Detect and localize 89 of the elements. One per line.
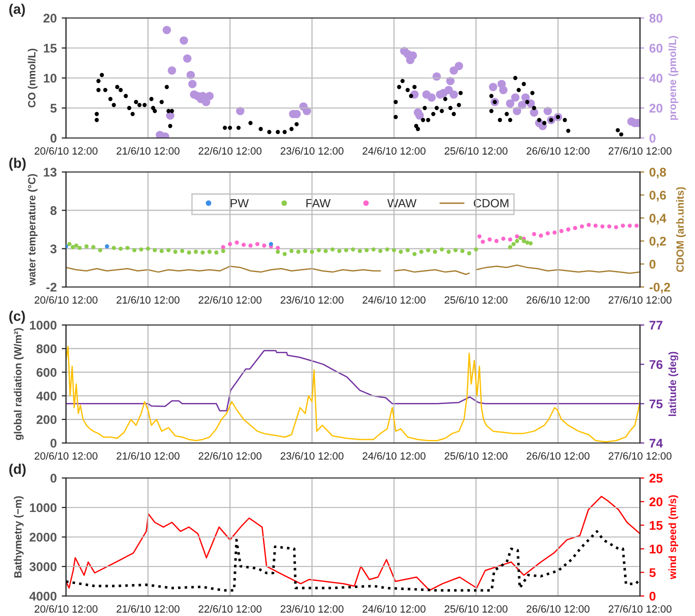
chart-title: (b)	[9, 158, 26, 171]
x-tick-label: 27/6/10 12:00	[608, 605, 672, 613]
y-tick-label: 1000	[30, 320, 56, 330]
x-tick-label: 26/6/10 12:00	[526, 296, 590, 304]
y2-axis-title: propene (pmol/L)	[668, 36, 678, 120]
y2-tick-label: 40	[649, 74, 662, 83]
x-tick-label: 22/6/10 12:00	[198, 296, 262, 304]
y-tick-label: 2000	[30, 532, 56, 542]
y-tick-label: 3	[50, 244, 57, 254]
x-tick-label: 24/6/10 12:00	[362, 147, 426, 155]
y-tick-label: 20	[44, 14, 56, 23]
x-tick-label: 24/6/10 12:00	[362, 605, 426, 613]
y-tick-label: 200	[36, 415, 56, 424]
y-axis-title: Bathymetry (−m)	[14, 496, 24, 578]
y2-tick-label: 77	[650, 320, 662, 330]
y2-tick-label: 0	[650, 134, 656, 143]
x-tick-label: 25/6/10 12:00	[444, 296, 508, 304]
y-tick-label: 400	[36, 392, 56, 400]
y-tick-label: 0	[50, 134, 56, 143]
y2-tick-label: 0	[650, 260, 656, 269]
y2-tick-label: 60	[649, 44, 662, 53]
x-tick-label: 24/6/10 12:00	[362, 452, 426, 460]
y-tick-label: 600	[36, 368, 56, 377]
y2-tick-label: 20	[649, 104, 662, 113]
y2-tick-label: 20	[649, 497, 662, 506]
y2-tick-label: 0,6	[650, 190, 666, 202]
x-tick-label: 27/6/10 12:00	[608, 296, 672, 304]
y-tick-label: 13	[44, 168, 57, 177]
x-tick-label: 24/6/10 12:00	[362, 296, 426, 304]
y2-tick-label: 0	[650, 592, 656, 601]
x-tick-label: 21/6/10 12:00	[116, 452, 180, 460]
chart-title: (a)	[9, 4, 25, 17]
y2-tick-label: 5	[649, 568, 656, 578]
y-axis-title: water temperature (°C)	[28, 174, 38, 286]
y-tick-label: 4000	[29, 592, 56, 601]
x-tick-label: 25/6/10 12:00	[444, 147, 508, 155]
y-axis-title: CO (nmol/L)	[28, 48, 38, 108]
x-tick-label: 23/6/10 12:00	[280, 147, 344, 155]
y-tick-label: 800	[36, 344, 56, 354]
legend-label: WAW	[387, 199, 416, 208]
y2-tick-label: 80	[649, 14, 662, 23]
x-tick-label: 21/6/10 12:00	[116, 605, 180, 613]
x-tick-label: 26/6/10 12:00	[526, 605, 590, 613]
x-tick-label: 23/6/10 12:00	[280, 452, 344, 460]
chart-title: (d)	[9, 464, 26, 477]
y2-tick-label: 0,8	[650, 168, 666, 178]
legend-label: PW	[230, 199, 249, 208]
x-tick-label: 27/6/10 12:00	[608, 452, 672, 460]
y-tick-label: 1000	[30, 503, 56, 512]
y-tick-label: 8	[50, 206, 57, 215]
x-tick-label: 21/6/10 12:00	[116, 296, 180, 304]
y2-axis-title: wind speed (m/s)	[668, 495, 678, 580]
x-tick-label: 20/6/10 12:00	[34, 296, 98, 304]
y-axis-title: global radiation (W/m²)	[14, 328, 24, 440]
x-tick-label: 26/6/10 12:00	[526, 147, 590, 155]
y-tick-label: 10	[44, 74, 56, 83]
y2-tick-label: 25	[649, 474, 663, 483]
x-tick-label: 22/6/10 12:00	[198, 452, 262, 460]
y-tick-label: 15	[44, 44, 57, 53]
y-tick-label: 0	[50, 474, 56, 483]
legend-label: FAW	[306, 199, 331, 208]
x-tick-label: 23/6/10 12:00	[280, 296, 344, 304]
y-tick-label: 5	[50, 104, 57, 113]
x-tick-label: 20/6/10 12:00	[34, 605, 98, 613]
legend-label: CDOM	[474, 199, 508, 208]
y2-tick-label: -0,2	[650, 282, 670, 294]
x-tick-label: 25/6/10 12:00	[444, 605, 508, 613]
x-tick-label: 23/6/10 12:00	[280, 605, 344, 613]
y2-tick-label: 76	[650, 360, 662, 369]
y2-tick-label: 10	[650, 544, 662, 554]
x-tick-label: 27/6/10 12:00	[608, 147, 672, 155]
y-tick-label: -2	[46, 282, 56, 292]
y2-axis-title: CDOM (arb.units)	[676, 187, 686, 272]
y2-tick-label: 0,2	[650, 236, 666, 248]
chart-title: (c)	[9, 310, 25, 324]
y-tick-label: 0	[50, 438, 56, 448]
y2-axis-title: latitude (deg)	[668, 352, 678, 416]
x-tick-label: 22/6/10 12:00	[198, 147, 262, 155]
x-tick-label: 25/6/10 12:00	[444, 452, 508, 460]
y2-tick-label: 0,4	[650, 214, 666, 224]
x-tick-label: 22/6/10 12:00	[198, 605, 262, 613]
y2-tick-label: 15	[650, 521, 663, 530]
x-tick-label: 20/6/10 12:00	[34, 147, 98, 155]
x-tick-label: 21/6/10 12:00	[116, 147, 180, 155]
x-tick-label: 26/6/10 12:00	[526, 452, 590, 460]
y-tick-label: 3000	[29, 562, 56, 572]
y2-tick-label: 74	[650, 438, 663, 448]
y2-tick-label: 75	[650, 400, 663, 408]
x-tick-label: 20/6/10 12:00	[34, 452, 98, 460]
